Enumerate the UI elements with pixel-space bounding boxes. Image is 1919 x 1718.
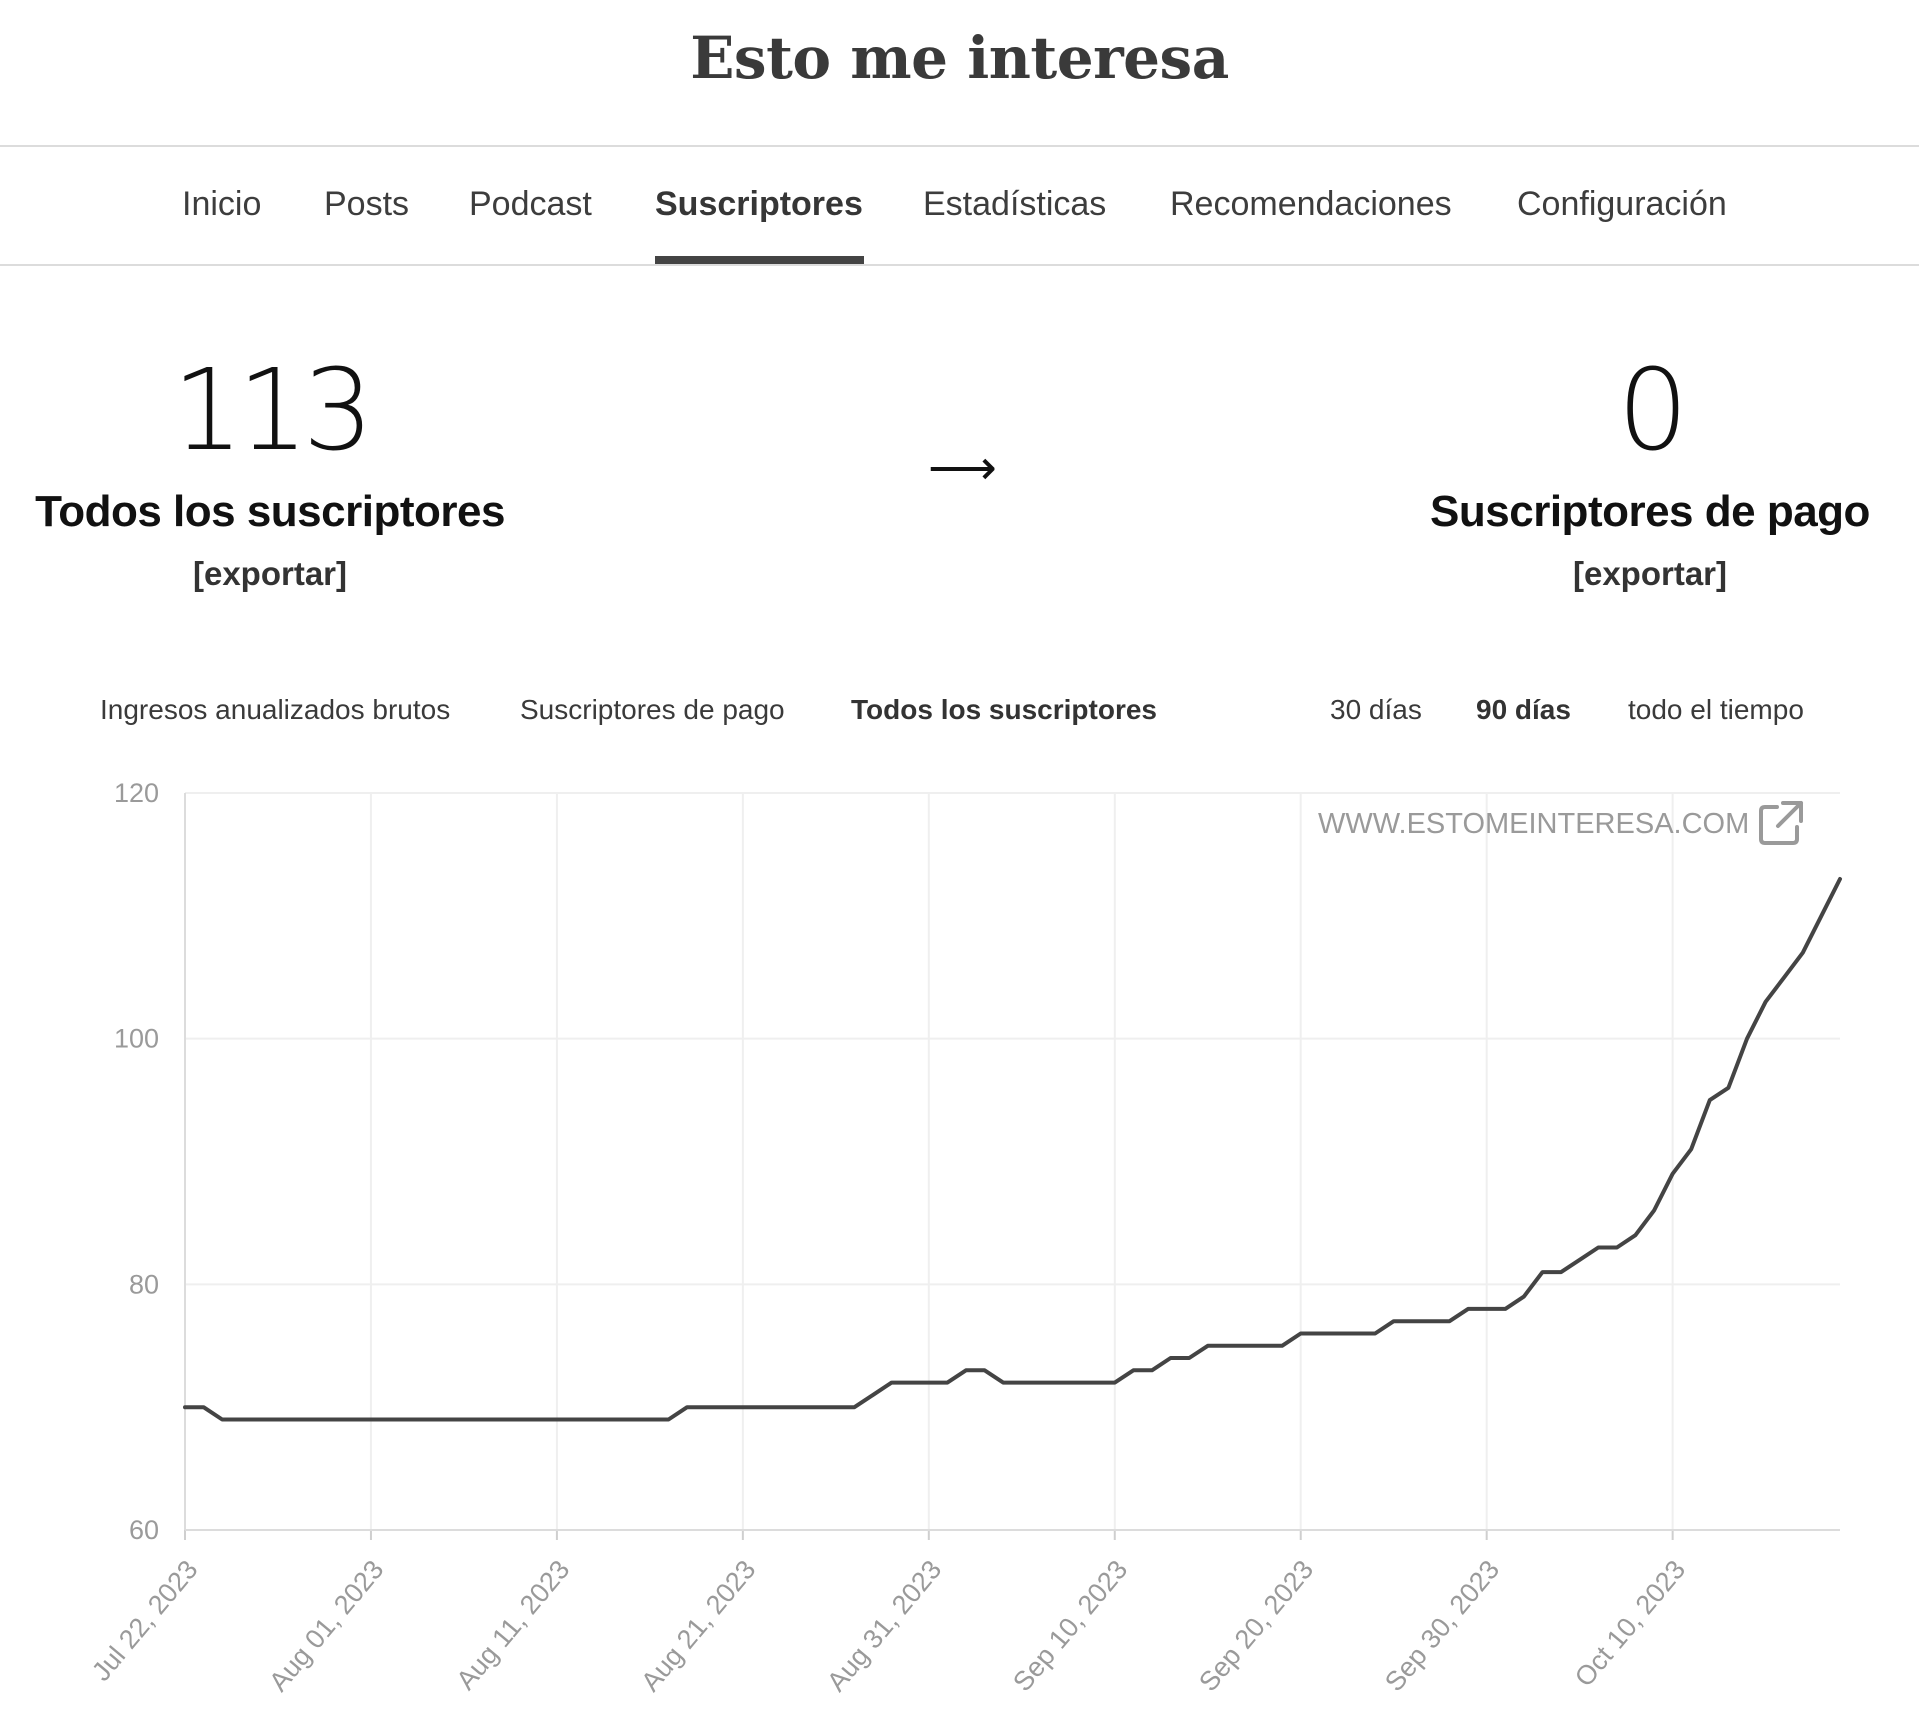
watermark-link[interactable]: WWW.ESTOMEINTERESA.COM bbox=[1318, 808, 1750, 840]
y-tick-label: 60 bbox=[129, 1515, 159, 1545]
tab-podcast[interactable]: Podcast bbox=[469, 185, 592, 223]
tab-configuracion[interactable]: Configuración bbox=[1517, 185, 1727, 223]
site-header: Esto me interesa bbox=[0, 0, 1919, 147]
x-tick-label: Aug 11, 2023 bbox=[451, 1555, 576, 1696]
range-tab-90[interactable]: 90 días bbox=[1476, 694, 1571, 725]
paid-subscribers-label: Suscriptores de pago bbox=[1430, 487, 1870, 536]
site-title: Esto me interesa bbox=[690, 24, 1229, 92]
y-tick-label: 80 bbox=[129, 1269, 159, 1299]
y-tick-label: 100 bbox=[114, 1024, 159, 1054]
main-nav: Inicio Posts Podcast Suscriptores Estadí… bbox=[0, 147, 1919, 266]
x-tick-label: Sep 10, 2023 bbox=[1007, 1555, 1133, 1697]
all-subscribers-count: 113 bbox=[172, 346, 374, 476]
x-tick-label: Sep 20, 2023 bbox=[1193, 1555, 1319, 1697]
export-all-link[interactable]: [exportar] bbox=[192, 555, 348, 592]
tab-posts[interactable]: Posts bbox=[324, 185, 410, 223]
subscribers-line-chart: 60 80 100 120 Jul 22, 2023 Aug 01, 2023 Aug 11… bbox=[86, 778, 1842, 1697]
x-tick-label: Aug 01, 2023 bbox=[263, 1555, 389, 1697]
x-tick-label: Jul 22, 2023 bbox=[86, 1555, 204, 1687]
stat-paid-subscribers: 0 Suscriptores de pago [exportar] bbox=[1390, 355, 1910, 593]
series-line-all-subscribers bbox=[183, 877, 1842, 1422]
range-tab-all-time[interactable]: todo el tiempo bbox=[1628, 694, 1804, 725]
x-tick-label: Oct 10, 2023 bbox=[1569, 1555, 1691, 1693]
range-tab-30[interactable]: 30 días bbox=[1330, 694, 1422, 725]
export-paid-link[interactable]: [exportar] bbox=[1572, 555, 1728, 592]
all-subscribers-label: Todos los suscriptores bbox=[35, 487, 505, 536]
tab-estadisticas[interactable]: Estadísticas bbox=[923, 185, 1107, 223]
tab-inicio[interactable]: Inicio bbox=[182, 185, 262, 223]
y-tick-label: 120 bbox=[114, 778, 159, 808]
metric-tab-paid[interactable]: Suscriptores de pago bbox=[520, 694, 785, 725]
x-tick-label: Aug 31, 2023 bbox=[821, 1555, 947, 1697]
tab-suscriptores[interactable]: Suscriptores bbox=[655, 185, 863, 223]
external-link-icon[interactable] bbox=[1757, 799, 1805, 847]
tab-recomendaciones[interactable]: Recomendaciones bbox=[1170, 185, 1452, 223]
right-arrow-icon: ⟶ bbox=[928, 442, 997, 495]
x-tick-label: Sep 30, 2023 bbox=[1379, 1555, 1505, 1697]
paid-subscribers-count: 0 bbox=[1617, 346, 1688, 476]
x-tick-label: Aug 21, 2023 bbox=[635, 1555, 761, 1697]
active-tab-indicator bbox=[655, 256, 864, 264]
metric-tab-all[interactable]: Todos los suscriptores bbox=[851, 694, 1157, 725]
metric-tab-revenue[interactable]: Ingresos anualizados brutos bbox=[100, 694, 451, 725]
stat-all-subscribers: 113 Todos los suscriptores [exportar] bbox=[10, 355, 530, 593]
